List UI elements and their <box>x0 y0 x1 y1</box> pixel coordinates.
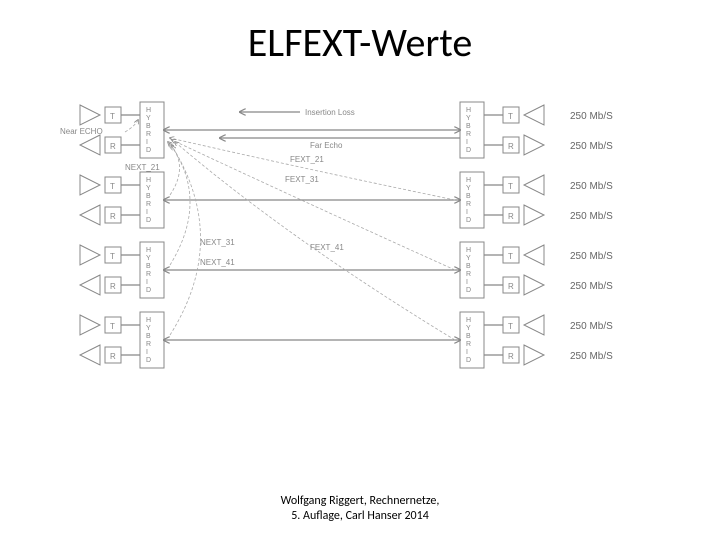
svg-text:250 Mb/S: 250 Mb/S <box>570 251 613 262</box>
svg-text:Y: Y <box>466 325 471 332</box>
svg-text:T: T <box>508 182 513 191</box>
rx-amp-icon <box>80 135 100 155</box>
svg-text:T: T <box>508 322 513 331</box>
svg-text:B: B <box>466 333 471 340</box>
svg-text:H: H <box>466 247 471 254</box>
next31-label: NEXT_31 <box>200 238 235 247</box>
pair-1-right: HY BR ID T R 250 Mb/S 250 Mb/S <box>460 102 613 158</box>
next21-label: NEXT_21 <box>125 163 160 172</box>
svg-text:B: B <box>146 123 151 130</box>
svg-text:250 Mb/S: 250 Mb/S <box>570 281 613 292</box>
svg-text:I: I <box>146 209 148 216</box>
svg-text:H: H <box>466 107 471 114</box>
svg-text:R: R <box>466 201 471 208</box>
svg-text:I: I <box>466 139 468 146</box>
near-echo-label: Near ECHO <box>60 127 103 136</box>
footer: Wolfgang Riggert, Rechnernetze, 5. Aufla… <box>0 494 720 524</box>
svg-text:B: B <box>466 263 471 270</box>
svg-text:B: B <box>146 193 151 200</box>
svg-text:R: R <box>146 201 151 208</box>
svg-text:I: I <box>466 349 468 356</box>
svg-text:D: D <box>466 357 471 364</box>
svg-text:R: R <box>146 341 151 348</box>
svg-text:D: D <box>146 217 151 224</box>
svg-text:250 Mb/S: 250 Mb/S <box>570 321 613 332</box>
far-echo-label: Far Echo <box>310 141 343 150</box>
page-title: ELFEXT-Werte <box>0 18 720 67</box>
svg-text:250 Mb/S: 250 Mb/S <box>570 351 613 362</box>
svg-text:I: I <box>466 209 468 216</box>
svg-text:250 Mb/S: 250 Mb/S <box>570 211 613 222</box>
rate-label: 250 Mb/S <box>570 111 613 122</box>
svg-text:I: I <box>146 139 148 146</box>
pair-3-left: T R HY BR ID <box>80 242 164 298</box>
svg-text:D: D <box>146 147 151 154</box>
svg-text:D: D <box>466 217 471 224</box>
rx-label: R <box>110 142 116 151</box>
svg-text:B: B <box>146 333 151 340</box>
svg-text:R: R <box>508 142 514 151</box>
pair-2-right: HY BR ID T R 250 Mb/S 250 Mb/S <box>460 172 613 228</box>
svg-text:R: R <box>146 271 151 278</box>
svg-text:B: B <box>146 263 151 270</box>
svg-text:R: R <box>508 282 514 291</box>
svg-text:H: H <box>146 177 151 184</box>
svg-text:B: B <box>466 123 471 130</box>
svg-text:R: R <box>466 131 471 138</box>
svg-text:D: D <box>146 287 151 294</box>
svg-text:H: H <box>146 247 151 254</box>
footer-line1: Wolfgang Riggert, Rechnernetze, <box>281 494 440 508</box>
svg-text:T: T <box>110 252 115 261</box>
svg-text:R: R <box>110 352 116 361</box>
svg-text:T: T <box>508 252 513 261</box>
hybrid-left-1 <box>140 102 164 158</box>
svg-text:R: R <box>110 282 116 291</box>
svg-text:T: T <box>110 182 115 191</box>
svg-text:R: R <box>110 212 116 221</box>
svg-text:Y: Y <box>146 255 151 262</box>
svg-text:Y: Y <box>466 115 471 122</box>
svg-text:R: R <box>146 131 151 138</box>
tx-amp-icon <box>80 105 100 125</box>
hybrid-label: H <box>146 107 151 114</box>
svg-text:Y: Y <box>466 255 471 262</box>
svg-text:Y: Y <box>466 185 471 192</box>
svg-text:Y: Y <box>146 185 151 192</box>
svg-text:T: T <box>508 112 513 121</box>
svg-text:I: I <box>146 279 148 286</box>
svg-text:I: I <box>146 349 148 356</box>
fext41-label: FEXT_41 <box>310 243 344 252</box>
pair-3-right: HY BR ID T R 250 Mb/S 250 Mb/S <box>460 242 613 298</box>
svg-text:R: R <box>508 212 514 221</box>
elfext-diagram: T R H Y B R I D T R HY BR ID T R HY <box>60 90 660 390</box>
pair-4-right: HY BR ID T R 250 Mb/S 250 Mb/S <box>460 312 613 368</box>
svg-text:T: T <box>110 322 115 331</box>
svg-text:B: B <box>466 193 471 200</box>
svg-text:Y: Y <box>146 325 151 332</box>
svg-text:250 Mb/S: 250 Mb/S <box>570 141 613 152</box>
svg-text:I: I <box>466 279 468 286</box>
svg-text:H: H <box>466 177 471 184</box>
footer-line2: 5. Auflage, Carl Hanser 2014 <box>291 509 429 523</box>
pair-4-left: T R HY BR ID <box>80 312 164 368</box>
next31-path <box>170 144 190 265</box>
svg-text:R: R <box>466 341 471 348</box>
fext31-label: FEXT_31 <box>285 175 319 184</box>
svg-text:R: R <box>466 271 471 278</box>
svg-text:H: H <box>466 317 471 324</box>
svg-text:H: H <box>146 317 151 324</box>
pair-2-left: T R HY BR ID <box>80 172 164 228</box>
fext21-label: FEXT_21 <box>290 155 324 164</box>
tx-label: T <box>110 112 115 121</box>
insertion-loss-label: Insertion Loss <box>305 108 355 117</box>
svg-text:D: D <box>146 357 151 364</box>
svg-text:Y: Y <box>146 115 151 122</box>
svg-text:R: R <box>508 352 514 361</box>
svg-text:250 Mb/S: 250 Mb/S <box>570 181 613 192</box>
svg-text:D: D <box>466 147 471 154</box>
svg-text:D: D <box>466 287 471 294</box>
next41-label: NEXT_41 <box>200 258 235 267</box>
